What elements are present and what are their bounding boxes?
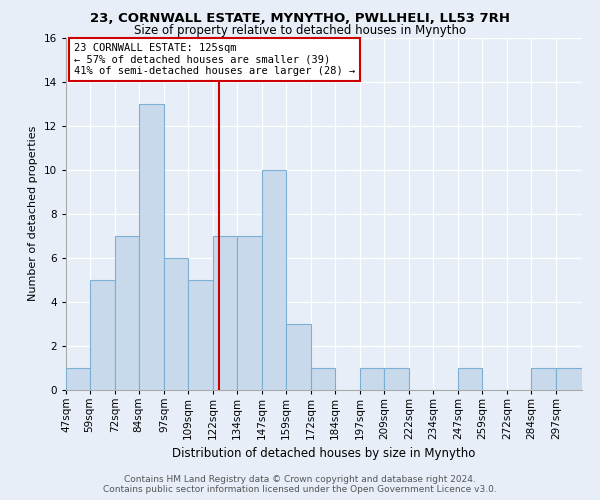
- Bar: [384, 368, 409, 390]
- Y-axis label: Number of detached properties: Number of detached properties: [28, 126, 38, 302]
- Bar: [139, 104, 164, 390]
- Bar: [213, 236, 236, 390]
- Text: 23 CORNWALL ESTATE: 125sqm
← 57% of detached houses are smaller (39)
41% of semi: 23 CORNWALL ESTATE: 125sqm ← 57% of deta…: [74, 43, 355, 76]
- Bar: [531, 368, 556, 390]
- X-axis label: Distribution of detached houses by size in Mynytho: Distribution of detached houses by size …: [172, 448, 476, 460]
- Bar: [115, 236, 139, 390]
- Bar: [458, 368, 482, 390]
- Bar: [360, 368, 384, 390]
- Bar: [262, 170, 286, 390]
- Text: 23, CORNWALL ESTATE, MYNYTHO, PWLLHELI, LL53 7RH: 23, CORNWALL ESTATE, MYNYTHO, PWLLHELI, …: [90, 12, 510, 26]
- Text: Size of property relative to detached houses in Mynytho: Size of property relative to detached ho…: [134, 24, 466, 37]
- Bar: [66, 368, 89, 390]
- Bar: [311, 368, 335, 390]
- Text: Contains HM Land Registry data © Crown copyright and database right 2024.
Contai: Contains HM Land Registry data © Crown c…: [103, 474, 497, 494]
- Bar: [286, 324, 311, 390]
- Bar: [188, 280, 213, 390]
- Bar: [556, 368, 582, 390]
- Bar: [89, 280, 115, 390]
- Bar: [164, 258, 188, 390]
- Bar: [236, 236, 262, 390]
